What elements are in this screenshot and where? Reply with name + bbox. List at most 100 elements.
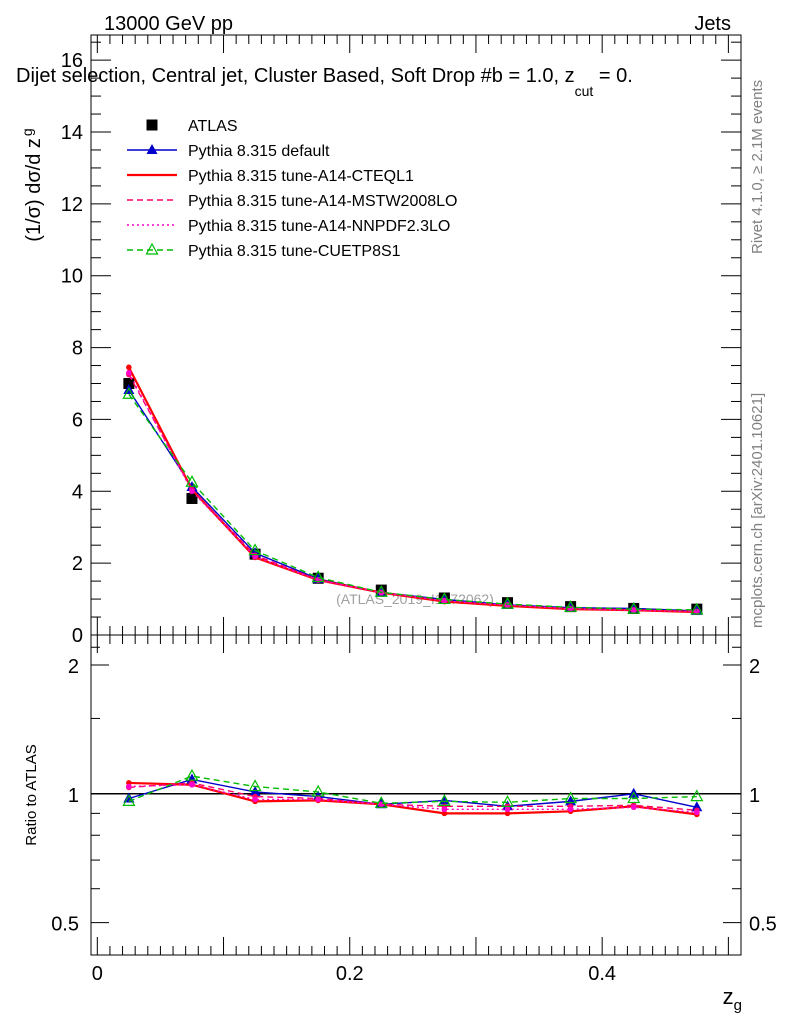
analysis-title-main: Dijet selection, Central jet, Cluster Ba…	[16, 65, 575, 87]
main-point-pythia-8-315-tune-a14-nnpdf2-3lo	[189, 488, 195, 495]
main-point-pythia-8-315-tune-a14-nnpdf2-3lo	[504, 602, 511, 608]
ratio-line-pythia-8-315-tune-a14-nnpdf2-3lo	[128, 784, 697, 814]
main-point-pythia-8-315-tune-a14-nnpdf2-3lo	[126, 369, 132, 376]
legend-label-pythia-8-315-tune-a14-mstw2008lo: Pythia 8.315 tune-A14-MSTW2008LO	[188, 193, 457, 210]
ratio-y-tick-label-right: 2	[749, 656, 760, 678]
ratio-point-pythia-8-315-tune-a14-nnpdf2-3lo	[567, 806, 574, 813]
ratio-point-pythia-8-315-tune-a14-nnpdf2-3lo	[504, 806, 511, 813]
ratio-axis-ticks	[91, 635, 741, 955]
legend-label-pythia-8-315-default: Pythia 8.315 default	[188, 143, 330, 160]
main-series-pythia-8-315-tune-a14-mstw2008lo	[126, 371, 700, 615]
ratio-series-pythia-8-315-tune-cuetp8s1	[122, 768, 704, 808]
main-point-pythia-8-315-tune-a14-nnpdf2-3lo	[694, 608, 700, 615]
main-point-pythia-8-315-tune-cuetp8s1	[248, 543, 262, 556]
main-point-pythia-8-315-tune-cuetp8s1	[185, 475, 199, 487]
main-series-pythia-8-315-tune-a14-cteql1	[126, 364, 700, 615]
ratio-y-tick-label-right: 1	[749, 785, 760, 807]
main-line-pythia-8-315-default	[128, 389, 697, 612]
main-point-pythia-8-315-tune-cuetp8s1	[627, 601, 641, 614]
ratio-point-pythia-8-315-default	[186, 773, 198, 784]
main-line-pythia-8-315-tune-a14-cteql1	[127, 366, 697, 614]
main-series-pythia-8-315-default	[123, 383, 703, 615]
ratio-point-pythia-8-315-tune-cuetp8s1	[185, 768, 199, 781]
analysis-watermark: (ATLAS_2019_I1772062)	[336, 591, 494, 607]
main-series-pythia-8-315-tune-cuetp8s1	[122, 387, 704, 615]
main-point-pythia-8-315-tune-cuetp8s1	[500, 596, 515, 609]
main-line-pythia-8-315-tune-cuetp8s1	[128, 393, 697, 611]
ratio-y-tick-labels: 0.5 0.5 1 1 2 2	[51, 656, 777, 936]
legend: ATLAS Pythia 8.315 default Pythia 8.315 tu…	[127, 118, 457, 260]
main-y-tick-label: 8	[72, 338, 83, 360]
legend-marker-pythia-8-315-default	[146, 144, 158, 154]
ratio-point-pythia-8-315-tune-a14-cteql1	[441, 810, 448, 817]
ratio-x-tick-label: 0.2	[336, 963, 364, 985]
analysis-title-tail: = 0.	[593, 65, 632, 87]
ratio-point-pythia-8-315-tune-a14-nnpdf2-3lo	[630, 804, 637, 811]
main-y-tick-label: 0	[72, 625, 83, 647]
ratio-y-axis-label: Ratio to ATLAS	[23, 744, 40, 845]
ratio-point-pythia-8-315-tune-cuetp8s1	[248, 779, 262, 792]
main-point-atlas	[186, 492, 198, 504]
legend-label-pythia-8-315-tune-a14-nnpdf2-3lo: Pythia 8.315 tune-A14-NNPDF2.3LO	[188, 218, 450, 235]
legend-label-pythia-8-315-tune-a14-cteql1: Pythia 8.315 tune-A14-CTEQL1	[188, 168, 414, 185]
ratio-point-pythia-8-315-tune-cuetp8s1	[122, 794, 136, 806]
analysis-title-sub: cut	[575, 83, 594, 99]
ratio-point-pythia-8-315-tune-a14-nnpdf2-3lo	[189, 781, 195, 788]
mcplots-source-label: mcplots.cern.ch [arXiv:2401.10621]	[749, 393, 766, 628]
ratio-point-pythia-8-315-tune-cuetp8s1	[500, 795, 515, 807]
legend-label-pythia-8-315-tune-cuetp8s1: Pythia 8.315 tune-CUETP8S1	[188, 243, 401, 260]
main-point-atlas	[123, 378, 135, 390]
ratio-line-pythia-8-315-tune-a14-mstw2008lo	[128, 782, 697, 811]
ratio-point-pythia-8-315-tune-cuetp8s1	[627, 791, 641, 804]
main-y-tick-label: 12	[61, 194, 83, 216]
main-point-pythia-8-315-tune-cuetp8s1	[311, 570, 325, 583]
ratio-point-pythia-8-315-tune-a14-nnpdf2-3lo	[252, 796, 258, 803]
ratio-line-pythia-8-315-tune-cuetp8s1	[128, 775, 697, 805]
ratio-series-pythia-8-315-tune-a14-nnpdf2-3lo	[126, 781, 700, 816]
ratio-point-pythia-8-315-tune-a14-nnpdf2-3lo	[694, 809, 700, 816]
ratio-point-pythia-8-315-tune-a14-cteql1	[504, 810, 511, 817]
main-y-axis-label-text: (1/σ) dσ/d z	[23, 138, 45, 242]
main-y-tick-label: 16	[61, 50, 83, 72]
ratio-point-pythia-8-315-tune-a14-nnpdf2-3lo	[441, 806, 448, 813]
main-point-pythia-8-315-tune-cuetp8s1	[374, 585, 388, 597]
energy-label: 13000 GeV pp	[104, 13, 233, 35]
analysis-title: Dijet selection, Central jet, Cluster Ba…	[16, 65, 633, 99]
ratio-point-pythia-8-315-tune-cuetp8s1	[564, 791, 578, 804]
main-point-pythia-8-315-tune-a14-nnpdf2-3lo	[252, 553, 258, 560]
main-point-pythia-8-315-tune-cuetp8s1	[690, 602, 704, 615]
legend-item-pythia-8-315-tune-a14-cteql1: Pythia 8.315 tune-A14-CTEQL1	[127, 168, 414, 185]
legend-label-atlas: ATLAS	[188, 118, 238, 135]
main-plot-panel: 0 2 4 6 8 10 12 14 16 (1/σ) dσ/d z g (ATLAS_2019_…	[19, 34, 742, 647]
category-label: Jets	[694, 13, 731, 35]
ratio-point-pythia-8-315-tune-a14-nnpdf2-3lo	[315, 796, 321, 803]
main-point-pythia-8-315-tune-a14-nnpdf2-3lo	[630, 607, 637, 614]
ratio-y-tick-label-left: 0.5	[51, 914, 79, 936]
ratio-series-layer	[122, 768, 704, 818]
main-y-axis-label: (1/σ) dσ/d z g	[19, 128, 45, 241]
main-y-tick-label: 10	[61, 266, 83, 288]
ratio-point-pythia-8-315-default	[691, 801, 703, 812]
ratio-x-tick-label: 0	[92, 963, 103, 985]
main-point-pythia-8-315-tune-cuetp8s1	[564, 600, 578, 612]
ratio-y-tick-label-left: 2	[68, 656, 79, 678]
main-y-tick-label: 14	[61, 122, 83, 144]
main-point-pythia-8-315-tune-a14-cteql1	[126, 364, 132, 371]
main-series-atlas	[123, 378, 703, 615]
x-axis-label-text: z	[723, 984, 734, 1009]
ratio-point-pythia-8-315-tune-a14-nnpdf2-3lo	[378, 801, 385, 808]
main-point-pythia-8-315-tune-a14-nnpdf2-3lo	[441, 598, 448, 604]
main-y-tick-label: 6	[72, 409, 83, 431]
legend-item-atlas: ATLAS	[146, 118, 238, 135]
x-axis-label: zg	[723, 984, 742, 1014]
ratio-y-tick-label-left: 1	[68, 785, 79, 807]
legend-marker-pythia-8-315-tune-cuetp8s1	[145, 242, 159, 255]
main-line-pythia-8-315-tune-a14-mstw2008lo	[128, 374, 697, 612]
ratio-x-tick-labels: 0 0.2 0.4	[92, 963, 616, 985]
ratio-point-pythia-8-315-tune-a14-nnpdf2-3lo	[126, 783, 132, 790]
ratio-y-tick-label-right: 0.5	[749, 914, 777, 936]
x-axis-label-sub: g	[734, 997, 742, 1014]
ratio-point-pythia-8-315-tune-cuetp8s1	[374, 796, 388, 808]
main-y-axis-label-sub: g	[19, 128, 35, 136]
